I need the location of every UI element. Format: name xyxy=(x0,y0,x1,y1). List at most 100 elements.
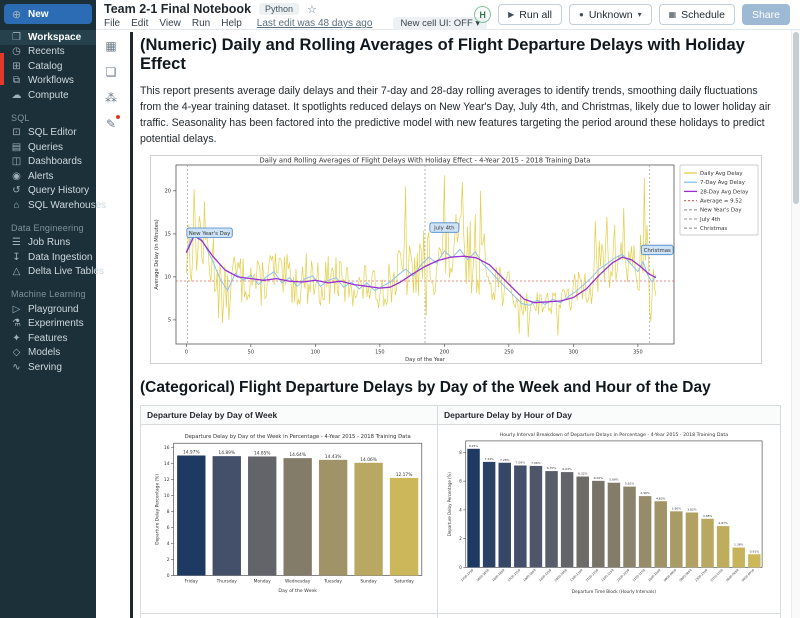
last-edit-link[interactable]: Last edit was 48 days ago xyxy=(256,18,373,29)
svg-text:300: 300 xyxy=(569,350,579,356)
playground-icon: ▷ xyxy=(12,303,21,315)
comparison-table: Departure Delay by Day of Week Departure… xyxy=(140,405,781,618)
svg-text:1600-1659: 1600-1659 xyxy=(476,568,490,582)
svg-text:14.64%: 14.64% xyxy=(289,452,306,458)
svg-text:7.06%: 7.06% xyxy=(531,461,541,465)
svg-text:3.90%: 3.90% xyxy=(672,506,682,510)
cluster-selector[interactable]: ● Unknown ▾ xyxy=(568,4,652,25)
sidebar-item-experiments[interactable]: ⚗ Experiments xyxy=(12,318,84,330)
language-badge[interactable]: Python xyxy=(259,3,300,15)
models-icon: ◇ xyxy=(12,347,21,359)
menu-help[interactable]: Help xyxy=(221,18,242,29)
sidebar-item-queries[interactable]: ▤ Queries xyxy=(11,141,64,153)
menu-file[interactable]: File xyxy=(104,18,121,29)
sidebar-item-data-ingestion[interactable]: ↧ Data Ingestion xyxy=(12,251,93,263)
svg-text:0800-0859: 0800-0859 xyxy=(678,568,692,582)
svg-text:Wednesday: Wednesday xyxy=(285,579,311,585)
sidebar-item-delta-live-tables[interactable]: △ Delta Live Tables xyxy=(12,266,104,278)
sidebar-item-compute[interactable]: ☁ Compute xyxy=(11,89,69,101)
schema-browser-icon[interactable]: ⁂ xyxy=(105,91,117,105)
svg-text:New Year's Day: New Year's Day xyxy=(700,208,742,214)
star-icon[interactable]: ☆ xyxy=(307,3,317,16)
svg-text:1800-1859: 1800-1859 xyxy=(491,568,505,582)
sidebar-nav: ❐ Workspace ◷ Recents ⊞ Catalog ⧉ Workflows ☁ Com… xyxy=(0,30,106,375)
flask-icon: ⚗ xyxy=(12,318,21,330)
history-icon: ↺ xyxy=(12,185,21,197)
svg-text:7.34%: 7.34% xyxy=(484,457,494,461)
new-button[interactable]: ⊕ New xyxy=(4,4,92,24)
job-runs-icon: ☰ xyxy=(12,237,21,249)
svg-text:Daily and Rolling Averages of: Daily and Rolling Averages of Flight Del… xyxy=(260,157,591,165)
day-of-week-analysis-text: The bar chart analyzing 4 years of data … xyxy=(140,613,438,618)
svg-text:Monday: Monday xyxy=(254,579,272,585)
new-cell-ui-toggle[interactable]: New cell UI: OFF ▾ xyxy=(393,17,488,30)
sidebar-item-alerts[interactable]: ◉ Alerts xyxy=(12,170,54,182)
svg-text:0: 0 xyxy=(185,350,188,356)
assistant-comment-icon[interactable]: ✎ xyxy=(104,115,120,131)
svg-text:2: 2 xyxy=(459,536,462,541)
scrollbar-thumb[interactable] xyxy=(792,32,799,204)
svg-text:6.32%: 6.32% xyxy=(578,472,588,476)
svg-text:5: 5 xyxy=(168,318,171,324)
scrollbar-track[interactable] xyxy=(791,30,800,618)
svg-text:Thursday: Thursday xyxy=(216,579,238,585)
svg-text:Departure Time Block (Hourly I: Departure Time Block (Hourly Intervals) xyxy=(572,589,657,594)
sidebar-section-data-engineering: Data Engineering xyxy=(11,222,84,233)
avatar[interactable]: H xyxy=(474,6,492,23)
plus-circle-icon: ⊕ xyxy=(11,8,22,21)
menu-view[interactable]: View xyxy=(159,18,181,29)
clock-icon: ◷ xyxy=(12,46,21,58)
menu-edit[interactable]: Edit xyxy=(131,18,149,29)
folder-icon[interactable]: ❏ xyxy=(105,65,117,79)
svg-text:10: 10 xyxy=(165,275,171,281)
topbar-actions: H ▶ Run all ● Unknown ▾ ▦ Schedule Share xyxy=(474,4,790,25)
svg-text:2300-2359: 2300-2359 xyxy=(694,568,708,582)
svg-text:8: 8 xyxy=(459,450,462,455)
sidebar-item-playground[interactable]: ▷ Playground xyxy=(12,303,79,315)
bar-chart-day-of-week: Departure Delay by Day of the Week in Pe… xyxy=(154,434,423,594)
svg-text:2100-2159: 2100-2159 xyxy=(585,568,599,582)
svg-text:July 4th: July 4th xyxy=(699,217,720,223)
run-all-button[interactable]: ▶ Run all xyxy=(498,4,562,25)
sidebar-item-workspace[interactable]: ❐ Workspace xyxy=(0,30,96,45)
svg-text:Tuesday: Tuesday xyxy=(323,579,342,585)
svg-text:6.63%: 6.63% xyxy=(562,467,572,471)
svg-text:Daily Avg Delay: Daily Avg Delay xyxy=(700,171,743,177)
menu-run[interactable]: Run xyxy=(191,18,211,29)
svg-text:15: 15 xyxy=(165,232,171,238)
sidebar-item-dashboards[interactable]: ◫ Dashboards xyxy=(11,156,82,168)
sidebar-item-sql-warehouses[interactable]: ⌂ SQL Warehouses xyxy=(0,198,106,213)
cell-focus-bar[interactable] xyxy=(130,32,133,618)
sidebar-item-workflows[interactable]: ⧉ Workflows xyxy=(12,75,74,87)
sidebar-item-features[interactable]: ✦ Features xyxy=(12,332,68,344)
svg-text:6: 6 xyxy=(459,479,462,484)
sidebar-item-models[interactable]: ◇ Models xyxy=(12,347,61,359)
sidebar-item-query-history[interactable]: ↺ Query History xyxy=(12,185,90,197)
notebook-title[interactable]: Team 2-1 Final Notebook xyxy=(104,2,252,16)
svg-text:1200-1259: 1200-1259 xyxy=(600,568,614,582)
sidebar-item-serving[interactable]: ∿ Serving xyxy=(12,361,62,373)
sidebar-item-sql-editor[interactable]: ⊡ SQL Editor xyxy=(12,127,77,139)
sidebar-item-recents[interactable]: ◷ Recents xyxy=(12,46,65,58)
svg-text:14.89%: 14.89% xyxy=(218,450,235,456)
svg-text:3.82%: 3.82% xyxy=(687,507,697,511)
svg-text:12.17%: 12.17% xyxy=(396,472,413,478)
sidebar-section-machine-learning: Machine Learning xyxy=(11,289,86,299)
intro-paragraph: This report presents average daily delay… xyxy=(140,85,771,145)
svg-text:6.02%: 6.02% xyxy=(594,476,604,480)
svg-text:Departure Delay Percentage (%): Departure Delay Percentage (%) xyxy=(447,472,452,536)
table-of-contents-icon[interactable]: ▦ xyxy=(105,39,117,53)
line-chart-figure: Daily and Rolling Averages of Flight Del… xyxy=(150,155,762,364)
sql-editor-icon: ⊡ xyxy=(12,127,21,139)
svg-text:6.70%: 6.70% xyxy=(547,466,557,470)
svg-text:Day of the Week: Day of the Week xyxy=(278,588,317,594)
share-button[interactable]: Share xyxy=(741,4,790,25)
svg-text:14.97%: 14.97% xyxy=(183,449,200,455)
sidebar-item-catalog[interactable]: ⊞ Catalog xyxy=(12,60,63,72)
schedule-button[interactable]: ▦ Schedule xyxy=(658,4,735,25)
svg-text:0900-0959: 0900-0959 xyxy=(663,568,677,582)
sidebar-item-job-runs[interactable]: ☰ Job Runs xyxy=(12,237,71,249)
svg-text:5.62%: 5.62% xyxy=(625,482,635,486)
chevron-down-icon: ▾ xyxy=(637,10,642,19)
features-icon: ✦ xyxy=(12,332,21,344)
